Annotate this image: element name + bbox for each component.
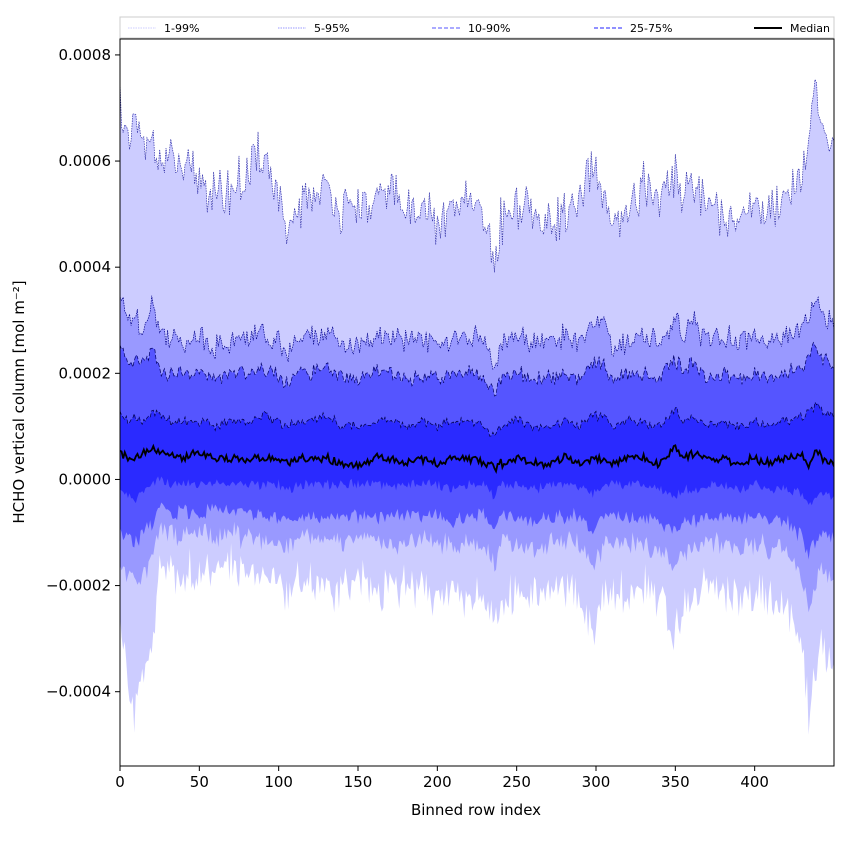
- y-tick-label: 0.0008: [59, 46, 112, 64]
- y-axis-label: HCHO vertical column [mol m⁻²]: [10, 280, 28, 523]
- x-tick-label: 150: [344, 773, 373, 791]
- axes-border: [119, 38, 835, 767]
- plot-area: [120, 78, 834, 735]
- legend-label: 1-99%: [164, 22, 199, 35]
- median-line: [120, 443, 834, 474]
- y-tick-label: 0.0004: [59, 258, 112, 276]
- x-axis: 0 50 100 150 200 250 300 350 400: [115, 766, 769, 791]
- legend-label: 25-75%: [630, 22, 672, 35]
- x-tick-label: 300: [582, 773, 611, 791]
- x-tick-label: 0: [115, 773, 125, 791]
- x-tick-label: 50: [190, 773, 209, 791]
- band-upper-line-25-75%: [120, 401, 834, 437]
- legend-box: [119, 16, 835, 39]
- axes-frame: [119, 38, 835, 767]
- band-upper-line-10-90%: [120, 341, 834, 397]
- legend-label: 5-95%: [314, 22, 349, 35]
- band-upper-line-5-95%: [120, 295, 834, 370]
- x-tick-label: 100: [264, 773, 293, 791]
- legend-label: Median: [790, 22, 830, 35]
- y-axis: −0.0004 −0.0002 0.0000 0.0002 0.0004 0.0006 0.…: [46, 46, 120, 701]
- band-fill-25-75%: [120, 402, 834, 506]
- legend: 1-99% 5-95% 10-90% 25-75% Median: [119, 16, 835, 39]
- y-tick-label: 0.0006: [59, 152, 112, 170]
- y-tick-label: 0.0000: [59, 470, 112, 488]
- x-tick-label: 200: [423, 773, 452, 791]
- legend-label: 10-90%: [468, 22, 510, 35]
- band-upper-line-1-99%: [120, 78, 834, 273]
- x-tick-label: 350: [661, 773, 690, 791]
- x-tick-label: 400: [740, 773, 769, 791]
- x-axis-label: Binned row index: [411, 801, 541, 819]
- y-tick-label: −0.0002: [46, 577, 111, 595]
- y-tick-label: 0.0002: [59, 364, 112, 382]
- y-tick-label: −0.0004: [46, 683, 111, 701]
- x-tick-label: 250: [502, 773, 531, 791]
